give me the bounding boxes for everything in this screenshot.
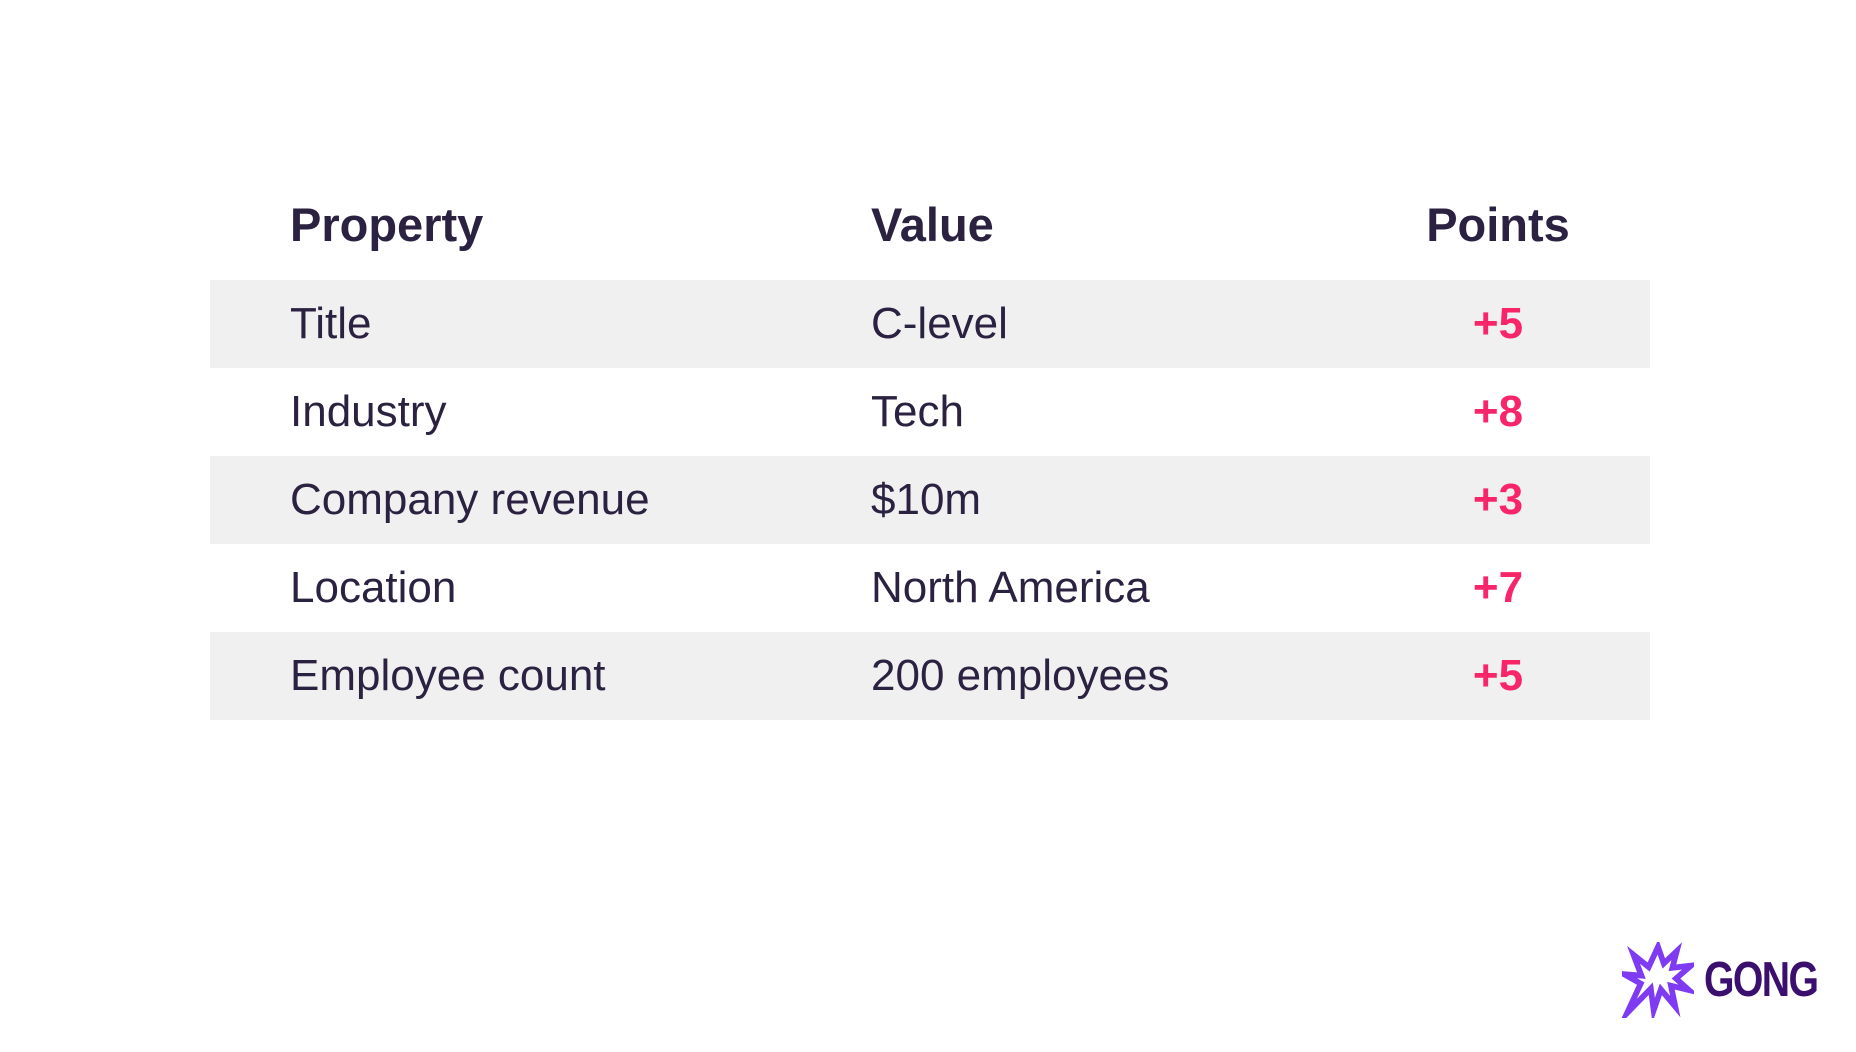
lead-score-table: Property Value Points Title C-level +5 I… bbox=[210, 168, 1650, 720]
points-cell: +5 bbox=[1472, 651, 1524, 700]
table-row-location: Location North America +7 bbox=[210, 544, 1650, 632]
property-cell: Employee count bbox=[290, 651, 606, 700]
points-cell: +7 bbox=[1472, 563, 1524, 612]
value-cell: C-level bbox=[871, 299, 1008, 348]
table-row-industry: Industry Tech +8 bbox=[210, 368, 1650, 456]
gong-starburst-icon bbox=[1622, 942, 1694, 1018]
property-cell: Title bbox=[290, 299, 372, 348]
gong-wordmark: GONG bbox=[1704, 953, 1819, 1007]
value-cell: 200 employees bbox=[871, 651, 1170, 700]
value-cell: $10m bbox=[871, 475, 982, 524]
column-header-property: Property bbox=[290, 197, 484, 251]
column-header-value: Value bbox=[871, 197, 994, 251]
property-cell: Industry bbox=[290, 387, 447, 436]
value-cell: Tech bbox=[871, 387, 964, 436]
table-row-title: Title C-level +5 bbox=[210, 280, 1650, 368]
points-cell: +8 bbox=[1472, 387, 1524, 436]
table-row-company-revenue: Company revenue $10m +3 bbox=[210, 456, 1650, 544]
table-header-row: Property Value Points bbox=[210, 168, 1650, 280]
points-cell: +5 bbox=[1472, 299, 1524, 348]
property-cell: Location bbox=[290, 563, 457, 612]
points-cell: +3 bbox=[1472, 475, 1524, 524]
property-cell: Company revenue bbox=[290, 475, 650, 524]
gong-logo: GONG bbox=[1622, 941, 1846, 1019]
value-cell: North America bbox=[871, 563, 1150, 612]
table-row-employee-count: Employee count 200 employees +5 bbox=[210, 632, 1650, 720]
column-header-points: Points bbox=[1426, 197, 1570, 251]
